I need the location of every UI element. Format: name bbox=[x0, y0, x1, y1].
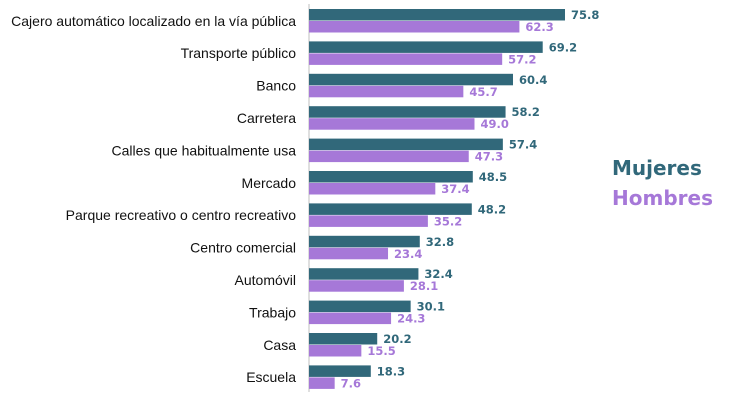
category-label: Casa bbox=[263, 337, 296, 353]
value-label-mujeres: 30.1 bbox=[417, 300, 445, 314]
value-label-mujeres: 60.4 bbox=[519, 73, 547, 87]
value-label-hombres: 24.3 bbox=[397, 312, 425, 326]
bar-mujeres bbox=[309, 41, 543, 53]
bar-hombres bbox=[309, 215, 428, 227]
value-label-hombres: 35.2 bbox=[434, 214, 462, 228]
bar-hombres bbox=[309, 377, 335, 389]
bar-mujeres bbox=[309, 300, 411, 313]
value-label-hombres: 23.4 bbox=[394, 247, 422, 261]
category-label: Escuela bbox=[246, 369, 296, 385]
category-label: Carretera bbox=[237, 110, 296, 126]
bar-hombres bbox=[309, 345, 362, 357]
value-label-mujeres: 57.4 bbox=[509, 138, 537, 152]
bar-mujeres bbox=[309, 106, 506, 118]
value-label-hombres: 28.1 bbox=[410, 279, 438, 293]
bar-hombres bbox=[309, 312, 392, 325]
category-label: Centro comercial bbox=[190, 240, 296, 256]
legend-mujeres: Mujeres bbox=[612, 156, 702, 180]
bar-mujeres bbox=[309, 365, 371, 377]
bar-hombres bbox=[309, 183, 436, 195]
value-label-mujeres: 58.2 bbox=[512, 105, 540, 119]
category-label: Parque recreativo o centro recreativo bbox=[66, 207, 297, 223]
value-label-hombres: 57.2 bbox=[508, 52, 536, 66]
value-label-hombres: 47.3 bbox=[475, 150, 503, 164]
bar-hombres bbox=[309, 118, 475, 130]
value-label-mujeres: 18.3 bbox=[377, 364, 405, 378]
value-label-mujeres: 69.2 bbox=[549, 40, 577, 54]
bar-mujeres bbox=[309, 73, 513, 86]
category-label: Automóvil bbox=[235, 272, 296, 288]
value-label-hombres: 49.0 bbox=[480, 117, 508, 131]
category-label: Transporte público bbox=[181, 45, 297, 61]
bar-hombres bbox=[309, 280, 404, 292]
category-label: Banco bbox=[256, 78, 296, 94]
value-label-hombres: 62.3 bbox=[525, 20, 553, 34]
bar-hombres bbox=[309, 247, 389, 260]
category-label: Calles que habitualmente usa bbox=[112, 142, 297, 158]
legend-hombres: Hombres bbox=[612, 186, 713, 210]
bar-mujeres bbox=[309, 9, 565, 21]
value-label-mujeres: 32.8 bbox=[426, 235, 454, 249]
bar-hombres bbox=[309, 85, 464, 98]
value-label-hombres: 37.4 bbox=[441, 182, 469, 196]
bar-mujeres bbox=[309, 333, 378, 345]
bar-mujeres bbox=[309, 203, 472, 215]
value-label-hombres: 45.7 bbox=[469, 85, 497, 99]
category-label: Cajero automático localizado en la vía p… bbox=[11, 13, 296, 29]
bar-hombres bbox=[309, 150, 469, 163]
value-label-hombres: 15.5 bbox=[367, 344, 395, 358]
value-label-mujeres: 48.5 bbox=[479, 170, 507, 184]
category-label: Mercado bbox=[242, 175, 297, 191]
category-label: Trabajo bbox=[249, 304, 296, 320]
value-label-mujeres: 32.4 bbox=[424, 267, 452, 281]
bar-hombres bbox=[309, 21, 520, 33]
bar-mujeres bbox=[309, 138, 503, 151]
bar-mujeres bbox=[309, 235, 420, 248]
bar-mujeres bbox=[309, 171, 473, 183]
value-label-mujeres: 75.8 bbox=[571, 8, 599, 22]
value-label-hombres: 7.6 bbox=[341, 376, 361, 390]
bar-hombres bbox=[309, 53, 503, 65]
value-label-mujeres: 20.2 bbox=[383, 332, 411, 346]
value-label-mujeres: 48.2 bbox=[478, 202, 506, 216]
bar-mujeres bbox=[309, 268, 419, 280]
